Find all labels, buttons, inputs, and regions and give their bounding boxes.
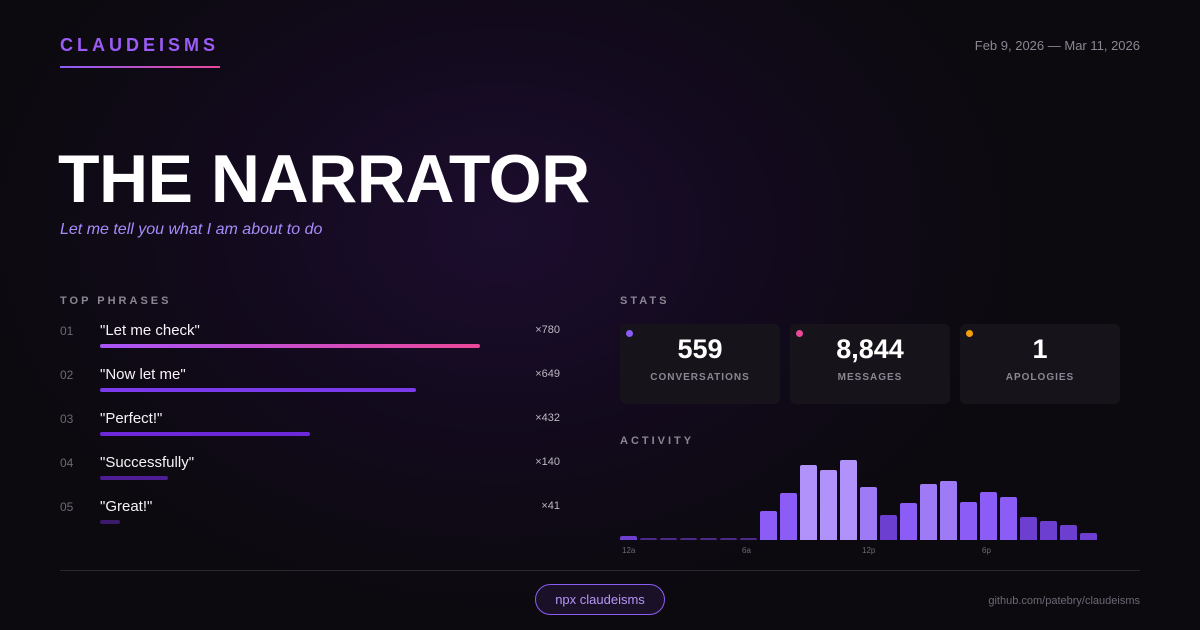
stat-value: 8,844 bbox=[836, 334, 904, 364]
phrase-text: "Great!" bbox=[100, 498, 153, 515]
activity-bar-11p bbox=[1080, 533, 1097, 540]
phrase-text: "Now let me" bbox=[100, 366, 186, 383]
stat-label: MESSAGES bbox=[837, 372, 903, 383]
date-range: Feb 9, 2026 — Mar 11, 2026 bbox=[974, 38, 1140, 53]
activity-tick-6p: 6p bbox=[982, 546, 991, 555]
phrase-bar bbox=[100, 388, 416, 392]
activity-bar-1a bbox=[640, 538, 657, 540]
activity-bar-5a bbox=[720, 538, 737, 540]
activity-bar-7p bbox=[1000, 497, 1017, 540]
persona-title: THE NARRATOR bbox=[58, 141, 590, 217]
phrase-bar bbox=[100, 432, 310, 436]
stat-label: APOLOGIES bbox=[1005, 372, 1075, 383]
activity-chart: 12a 6a 12p 6p bbox=[620, 455, 1100, 560]
top-phrases-list: 01 "Let me check" ×780 02 "Now let me" ×… bbox=[60, 320, 560, 540]
npx-command-button[interactable]: npx claudeisms bbox=[535, 584, 665, 615]
activity-bar-9p bbox=[1040, 521, 1057, 540]
activity-bar-4a bbox=[700, 538, 717, 540]
activity-tick-6a: 6a bbox=[742, 546, 751, 555]
stats-label: STATS bbox=[620, 295, 670, 307]
phrase-row: 04 "Successfully" ×140 bbox=[60, 452, 560, 496]
phrase-count: ×41 bbox=[541, 500, 560, 512]
phrase-rank: 03 bbox=[60, 412, 74, 426]
phrase-text: "Perfect!" bbox=[100, 410, 163, 427]
phrase-text: "Successfully" bbox=[100, 454, 195, 471]
stat-dot-icon bbox=[796, 330, 803, 337]
phrase-bar bbox=[100, 476, 168, 480]
stat-dot-icon bbox=[626, 330, 633, 337]
activity-bar-3p bbox=[920, 484, 937, 540]
activity-bar-4p bbox=[940, 481, 957, 540]
repo-link[interactable]: github.com/patebry/claudeisms bbox=[988, 595, 1140, 607]
activity-tick-12a: 12a bbox=[622, 546, 636, 555]
phrase-row: 05 "Great!" ×41 bbox=[60, 496, 560, 540]
activity-bar-12a bbox=[620, 536, 637, 540]
stat-card-apologies: 1 APOLOGIES bbox=[960, 324, 1120, 404]
activity-bar-1p bbox=[880, 515, 897, 540]
stat-value: 1 bbox=[1032, 334, 1048, 364]
phrase-text: "Let me check" bbox=[100, 322, 200, 339]
phrase-row: 03 "Perfect!" ×432 bbox=[60, 408, 560, 452]
stat-label: CONVERSATIONS bbox=[650, 372, 750, 383]
stat-card-conversations: 559 CONVERSATIONS bbox=[620, 324, 780, 404]
activity-bar-10p bbox=[1060, 525, 1077, 540]
activity-bar-2p bbox=[900, 503, 917, 540]
activity-bar-8p bbox=[1020, 517, 1037, 540]
activity-bar-10a bbox=[820, 470, 837, 540]
phrase-count: ×649 bbox=[535, 368, 560, 380]
phrase-rank: 01 bbox=[60, 324, 74, 338]
phrase-count: ×780 bbox=[535, 324, 560, 336]
stat-card-messages: 8,844 MESSAGES bbox=[790, 324, 950, 404]
phrase-rank: 04 bbox=[60, 456, 74, 470]
activity-bar-9a bbox=[800, 465, 817, 540]
activity-bar-7a bbox=[760, 511, 777, 540]
phrase-count: ×432 bbox=[535, 412, 560, 424]
activity-bar-6p bbox=[980, 492, 997, 540]
phrase-rank: 05 bbox=[60, 500, 74, 514]
stat-dot-icon bbox=[966, 330, 973, 337]
activity-bar-3a bbox=[680, 538, 697, 540]
activity-bar-12p bbox=[860, 487, 877, 540]
phrase-rank: 02 bbox=[60, 368, 74, 382]
phrase-bar bbox=[100, 344, 480, 348]
brand-logo: CLAUDEISMS bbox=[60, 35, 220, 55]
top-phrases-label: TOP PHRASES bbox=[60, 295, 172, 307]
phrase-row: 02 "Now let me" ×649 bbox=[60, 364, 560, 408]
phrase-bar bbox=[100, 520, 120, 524]
persona-subtitle: Let me tell you what I am about to do bbox=[60, 221, 323, 238]
phrase-row: 01 "Let me check" ×780 bbox=[60, 320, 560, 364]
activity-label: ACTIVITY bbox=[620, 435, 695, 447]
activity-tick-12p: 12p bbox=[862, 546, 876, 555]
activity-bar-8a bbox=[780, 493, 797, 540]
brand-underline bbox=[60, 66, 220, 68]
activity-bar-2a bbox=[660, 538, 677, 540]
activity-bar-11a bbox=[840, 460, 857, 540]
activity-bar-5p bbox=[960, 502, 977, 540]
footer-divider bbox=[60, 570, 1140, 571]
phrase-count: ×140 bbox=[535, 456, 560, 468]
stat-value: 559 bbox=[677, 334, 723, 364]
activity-bar-6a bbox=[740, 538, 757, 540]
